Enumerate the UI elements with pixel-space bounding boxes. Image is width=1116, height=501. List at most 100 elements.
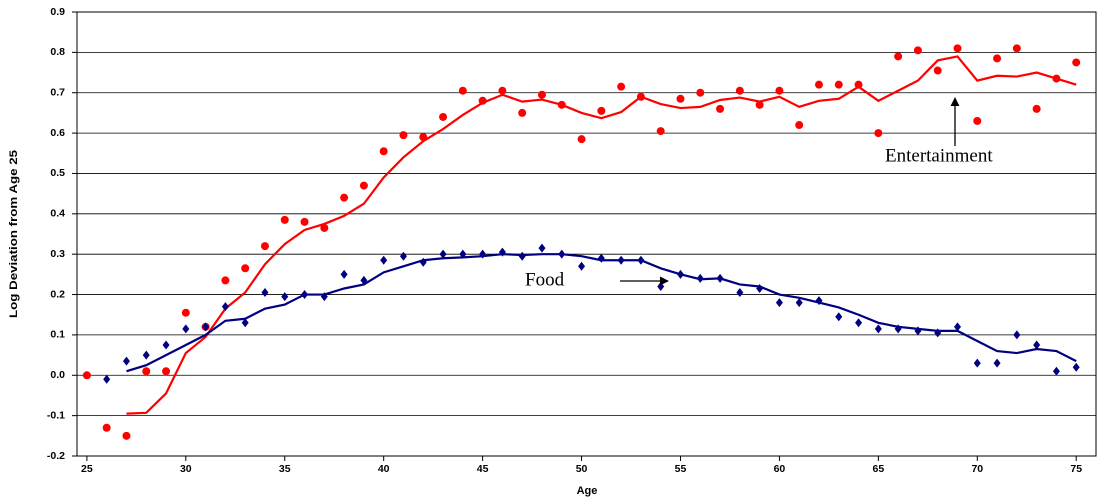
point (795, 121, 804, 130)
point (874, 129, 883, 138)
point (498, 86, 507, 95)
point (182, 324, 190, 334)
x-tick-label: 45 (477, 463, 489, 475)
plot-border (76, 11, 1097, 457)
point (775, 86, 784, 95)
y-tick-label: 0.5 (50, 167, 65, 179)
point (636, 92, 645, 101)
y-tick-label: 0.8 (50, 46, 65, 58)
point (676, 269, 684, 279)
point (498, 247, 506, 257)
point (102, 423, 111, 432)
point (617, 82, 626, 91)
point (142, 367, 151, 376)
x-tick-label: 70 (971, 463, 983, 475)
point (657, 281, 665, 291)
point (755, 100, 764, 109)
point (736, 288, 744, 298)
point (122, 356, 130, 366)
point (815, 296, 823, 306)
point (518, 108, 527, 117)
point (597, 106, 606, 115)
point (1052, 366, 1060, 376)
point (1052, 74, 1061, 83)
point (162, 367, 171, 376)
point (360, 275, 368, 285)
x-tick-label: 30 (180, 463, 192, 475)
point (973, 358, 981, 368)
point (241, 318, 249, 328)
point (735, 86, 744, 95)
point (221, 302, 229, 312)
y-tick-label: 0.7 (50, 87, 65, 99)
point (1032, 104, 1041, 113)
point (320, 223, 329, 232)
point (281, 292, 289, 302)
y-axis-title: Log Deviation from Age 25 (8, 150, 20, 318)
point (953, 322, 961, 332)
point (379, 147, 388, 156)
point (261, 288, 269, 298)
point (439, 249, 447, 259)
point (854, 80, 863, 89)
point (913, 46, 922, 55)
point (478, 96, 487, 105)
point (578, 261, 586, 271)
point (181, 308, 190, 317)
point (953, 44, 962, 53)
x-tick-label: 75 (1070, 463, 1082, 475)
y-tick-label: -0.1 (47, 409, 65, 421)
point (518, 251, 526, 261)
point (557, 100, 566, 109)
point (479, 249, 487, 259)
point (162, 340, 170, 350)
point (399, 131, 408, 140)
point (280, 215, 289, 224)
point (597, 253, 605, 263)
point (1072, 362, 1080, 372)
point (419, 133, 428, 142)
point (834, 80, 843, 89)
fit-line (126, 55, 1077, 415)
x-tick-label: 25 (81, 463, 93, 475)
annotation: Food (525, 269, 565, 290)
point (1012, 44, 1021, 53)
point (874, 324, 882, 334)
y-tick-label: 0.0 (50, 369, 65, 381)
point (696, 88, 705, 97)
point (301, 290, 309, 300)
point (933, 66, 942, 75)
point (122, 431, 131, 440)
point (359, 181, 368, 190)
x-tick-label: 40 (378, 463, 390, 475)
point (380, 255, 388, 265)
x-tick-label: 35 (279, 463, 291, 475)
x-tick-label: 65 (873, 463, 885, 475)
point (82, 371, 91, 380)
fit-line (126, 253, 1077, 373)
point (1033, 340, 1041, 350)
point (221, 276, 230, 285)
y-tick-label: 0.4 (50, 208, 65, 220)
point (716, 104, 725, 113)
point (103, 374, 111, 384)
point (537, 90, 546, 99)
point (558, 249, 566, 259)
point (696, 273, 704, 283)
point (577, 135, 586, 144)
point (439, 112, 448, 121)
y-tick-label: -0.2 (47, 450, 65, 462)
point (676, 94, 685, 103)
point (202, 322, 210, 332)
point (894, 52, 903, 61)
x-tick-label: 50 (576, 463, 588, 475)
point (993, 358, 1001, 368)
point (260, 242, 269, 251)
y-tick-label: 0.6 (50, 127, 65, 139)
x-tick-label: 60 (774, 463, 786, 475)
point (399, 251, 407, 261)
point (973, 116, 982, 125)
point (340, 269, 348, 279)
point (775, 298, 783, 308)
